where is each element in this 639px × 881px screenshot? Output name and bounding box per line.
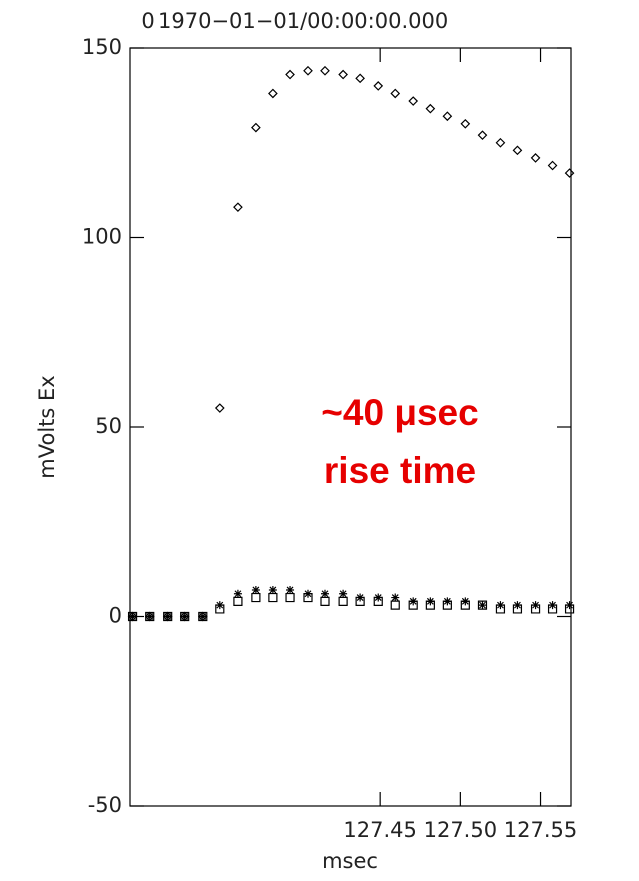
annotation: ~40 μsec <box>321 392 478 433</box>
point <box>163 611 173 622</box>
point <box>530 604 541 614</box>
point <box>495 137 506 148</box>
point <box>180 611 190 622</box>
point <box>251 585 260 594</box>
point <box>320 596 330 606</box>
y-tick-label: 50 <box>95 414 122 438</box>
point <box>442 600 452 610</box>
point <box>233 596 243 606</box>
y-tick-label: -50 <box>88 793 122 817</box>
point <box>268 592 278 603</box>
point <box>128 612 137 621</box>
y-axis-label: mVolts Ex <box>35 375 59 478</box>
point <box>303 65 313 76</box>
point <box>338 596 348 606</box>
point <box>530 153 541 163</box>
point <box>425 103 436 114</box>
point <box>339 589 348 598</box>
point <box>547 160 558 171</box>
x-tick-label: 127.50 <box>424 818 497 842</box>
point <box>163 612 172 621</box>
point <box>268 585 277 594</box>
point <box>145 612 154 621</box>
point <box>233 202 243 213</box>
point <box>425 600 435 610</box>
point <box>251 122 261 133</box>
point <box>198 611 208 622</box>
point <box>512 604 523 614</box>
point <box>477 600 488 610</box>
point <box>320 65 330 76</box>
x-tick-label: 127.55 <box>504 818 577 842</box>
x-tick-label: 127.45 <box>343 818 416 842</box>
point <box>373 81 384 91</box>
y-tick-label: 0 <box>109 604 122 628</box>
point <box>214 403 225 413</box>
point <box>460 600 470 610</box>
annotation: rise time <box>324 450 476 491</box>
point <box>303 592 313 603</box>
y-tick-label: 100 <box>82 225 122 249</box>
point <box>321 589 330 598</box>
point <box>145 611 155 622</box>
point <box>564 604 575 614</box>
point <box>495 604 506 614</box>
point <box>285 69 295 80</box>
point <box>198 612 207 621</box>
point <box>180 612 189 621</box>
y-tick-label: 150 <box>82 35 122 59</box>
point <box>251 592 261 603</box>
point <box>390 88 401 99</box>
point <box>547 604 558 614</box>
point <box>477 130 488 141</box>
point <box>478 601 487 610</box>
point <box>460 118 471 129</box>
x-axis-label: msec <box>322 849 378 873</box>
point <box>286 585 295 594</box>
point <box>442 111 453 122</box>
point <box>408 96 419 106</box>
point <box>338 69 348 80</box>
point <box>512 145 523 156</box>
point <box>233 589 242 598</box>
point <box>268 88 278 99</box>
point <box>564 168 575 178</box>
title-left: 0 <box>141 9 154 33</box>
chart-title: 1970−01−01/00:00:00.000 <box>158 9 448 33</box>
point <box>355 73 365 84</box>
point <box>390 600 400 610</box>
point <box>285 592 295 603</box>
point <box>408 600 418 610</box>
point <box>215 604 225 614</box>
point <box>373 596 383 606</box>
point <box>127 611 138 622</box>
point <box>391 593 400 602</box>
point <box>355 596 365 606</box>
